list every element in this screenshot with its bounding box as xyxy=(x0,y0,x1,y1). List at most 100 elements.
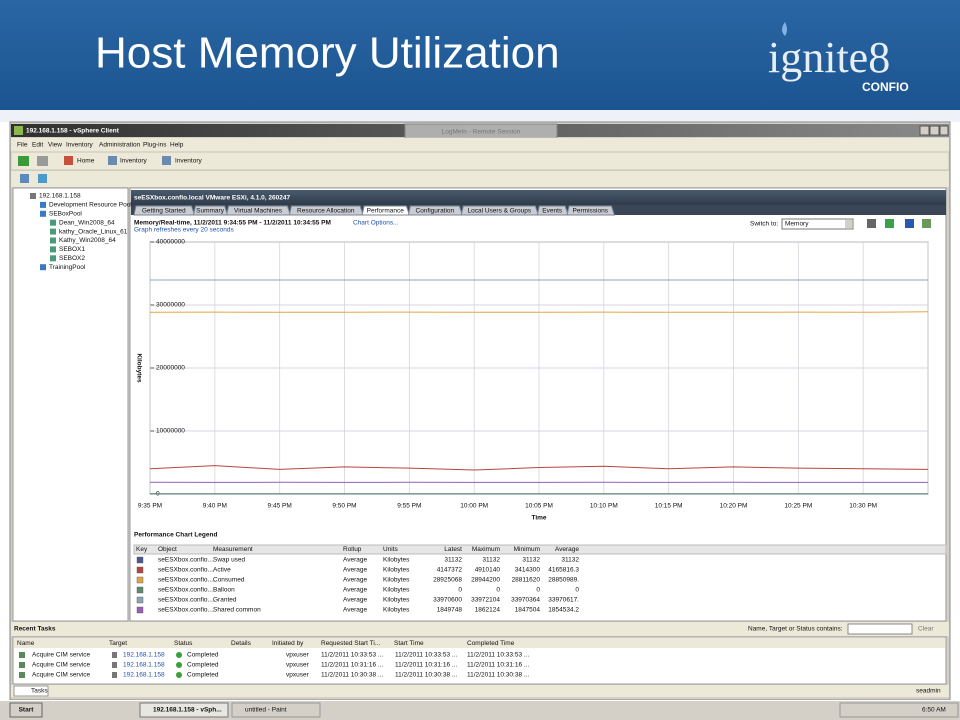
taskbar-item-label[interactable]: untitled - Paint xyxy=(245,707,287,714)
taskbar-item-label[interactable]: 192.168.1.158 - vSph... xyxy=(153,707,222,714)
print-icon[interactable] xyxy=(867,219,876,228)
tab-label[interactable]: Permissions xyxy=(573,208,609,215)
tab-label[interactable]: Events xyxy=(542,208,563,215)
menu-item[interactable]: Administration xyxy=(99,142,141,149)
tab-label[interactable]: Summary xyxy=(196,208,225,215)
tree-item[interactable]: SEBoxPool xyxy=(49,211,82,218)
menu-item[interactable]: Help xyxy=(170,142,184,149)
tree-icon[interactable] xyxy=(50,228,56,235)
tree-item[interactable]: Kathy_Win2008_64 xyxy=(59,237,116,244)
legend-column-header: Key xyxy=(136,546,148,553)
start-label[interactable]: Start xyxy=(19,707,35,714)
filter-input[interactable] xyxy=(847,623,913,635)
switch-value[interactable]: Memory xyxy=(785,221,809,228)
inventory-icon[interactable] xyxy=(108,156,117,165)
task-cell: 11/2/2011 10:31:16 ... xyxy=(321,662,383,669)
legend-column-header: Measurement xyxy=(213,546,253,553)
tasks-tab-label[interactable]: Tasks xyxy=(31,688,48,695)
tasks-column-header: Details xyxy=(231,640,252,647)
close-button[interactable] xyxy=(939,125,949,136)
clear-button[interactable]: Clear xyxy=(918,626,934,633)
minimize-button[interactable] xyxy=(919,125,930,136)
legend-column-header: Average xyxy=(555,546,579,553)
tree-icon[interactable] xyxy=(30,193,36,199)
tab[interactable] xyxy=(361,205,411,216)
tab-label[interactable]: Virtual Machines xyxy=(234,208,283,215)
breadcrumb[interactable]: Inventory xyxy=(120,158,147,165)
tree-icon[interactable] xyxy=(40,201,46,208)
x-axis-label: Time xyxy=(531,515,546,522)
menu-item[interactable]: Edit xyxy=(32,142,43,149)
tree-item[interactable]: TrainingPool xyxy=(49,264,86,271)
user-label: seadmin xyxy=(916,688,941,695)
system-tray xyxy=(839,702,959,718)
tab-label[interactable]: Configuration xyxy=(416,208,455,215)
breadcrumb[interactable]: Inventory xyxy=(175,158,202,165)
x-tick-label: 9:50 PM xyxy=(332,503,356,510)
tab-label[interactable]: Resource Allocation xyxy=(297,208,355,215)
switch-select[interactable] xyxy=(781,218,854,230)
start-button[interactable] xyxy=(9,702,43,718)
refresh-icon[interactable] xyxy=(885,219,894,228)
menu-item[interactable]: File xyxy=(17,142,28,149)
legend-cell: Kilobytes xyxy=(383,557,410,564)
task-cell[interactable]: 192.168.1.158 xyxy=(123,652,165,659)
tab[interactable] xyxy=(566,205,616,216)
tree-item[interactable]: Development Resource Pool xyxy=(49,202,132,209)
popup-icon[interactable] xyxy=(922,219,931,228)
tree-icon[interactable] xyxy=(50,255,56,262)
breadcrumb[interactable]: Home xyxy=(77,158,95,165)
x-tick-label: 10:30 PM xyxy=(849,503,877,510)
menu-item[interactable]: Inventory xyxy=(66,142,93,149)
back-button[interactable] xyxy=(18,156,29,166)
tab[interactable] xyxy=(133,205,196,216)
menu-item[interactable]: View xyxy=(48,142,62,149)
tab[interactable] xyxy=(407,205,463,216)
tab[interactable] xyxy=(192,205,229,216)
action-toolbar xyxy=(11,171,949,187)
x-tick-label: 10:00 PM xyxy=(460,503,488,510)
tab[interactable] xyxy=(460,205,539,216)
tree-item[interactable]: SEBOX1 xyxy=(59,246,85,253)
maximize-button[interactable] xyxy=(929,125,940,136)
tree-icon[interactable] xyxy=(40,264,46,271)
taskbar-item[interactable] xyxy=(231,702,321,718)
tree-item[interactable]: Dean_Win2008_64 xyxy=(59,219,115,226)
tree-icon[interactable] xyxy=(50,237,56,244)
legend-cell: 1854534.2 xyxy=(548,607,579,614)
tree-icon[interactable] xyxy=(50,246,56,253)
tasks-tab[interactable] xyxy=(13,685,49,697)
tree-icon[interactable] xyxy=(40,210,46,217)
legend-cell: 31132 xyxy=(522,557,540,564)
home-icon[interactable] xyxy=(64,156,73,165)
inventory-icon[interactable] xyxy=(162,156,171,165)
tree-item[interactable]: kathy_Oracle_Linux_61 xyxy=(59,228,128,235)
task-cell[interactable]: 192.168.1.158 xyxy=(123,662,165,669)
select-arrow[interactable] xyxy=(845,220,852,228)
tab[interactable] xyxy=(225,205,292,216)
tab-label[interactable]: Performance xyxy=(367,208,405,215)
task-cell: 11/2/2011 10:31:16 ... xyxy=(395,662,457,669)
toolbar-icon[interactable] xyxy=(20,174,29,183)
tree-item[interactable]: 192.168.1.158 xyxy=(39,193,81,200)
legend-cell: 1847504 xyxy=(515,607,541,614)
tab-label[interactable]: Getting Started xyxy=(142,208,186,215)
tab-label[interactable]: Local Users & Groups xyxy=(468,208,532,215)
legend-cell: 28925068 xyxy=(433,577,462,584)
window-buttons[interactable] xyxy=(919,125,949,136)
tree-item[interactable]: SEBOX2 xyxy=(59,255,85,262)
legend-key xyxy=(136,596,144,604)
menu-item[interactable]: Plug-ins xyxy=(143,142,167,149)
tab[interactable] xyxy=(536,205,569,216)
taskbar-item[interactable] xyxy=(139,702,229,718)
task-cell[interactable]: 192.168.1.158 xyxy=(123,672,165,679)
save-icon[interactable] xyxy=(905,219,914,228)
tab[interactable] xyxy=(288,205,364,216)
forward-button[interactable] xyxy=(37,156,48,166)
toolbar-icon[interactable] xyxy=(38,174,47,183)
legend-cell: Consumed xyxy=(213,577,245,584)
filter-label: Name, Target or Status contains: xyxy=(748,626,843,633)
tree-icon[interactable] xyxy=(50,219,56,226)
chart-options[interactable]: Chart Options... xyxy=(353,220,399,227)
legend-cell: Balloon xyxy=(213,587,235,594)
